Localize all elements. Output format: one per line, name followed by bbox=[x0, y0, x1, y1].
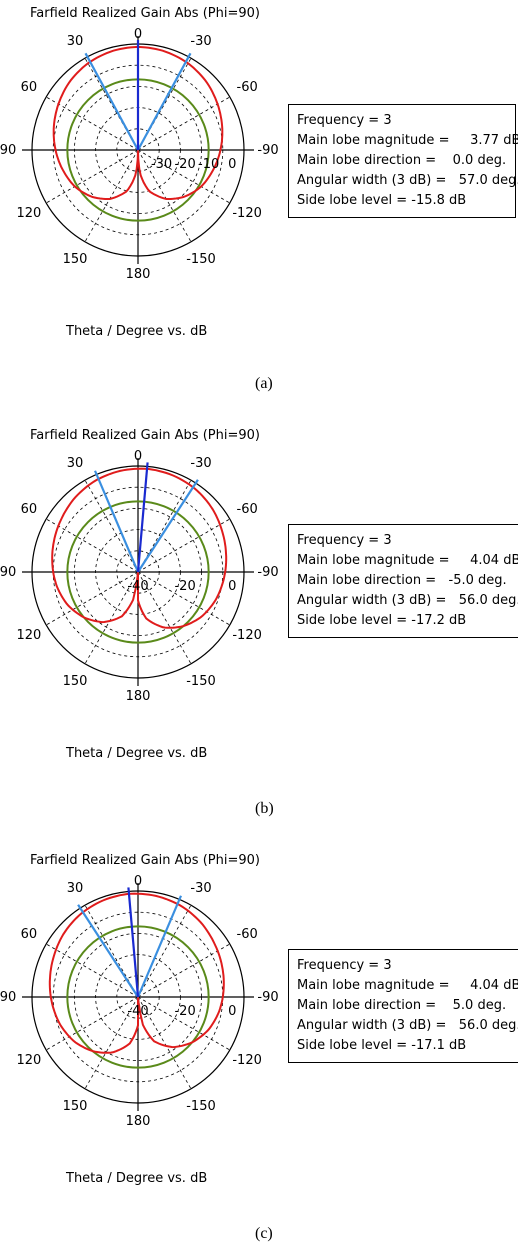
angle-tick-label: 150 bbox=[63, 252, 88, 267]
angle-tick-label: -30 bbox=[190, 881, 211, 896]
grid-spoke bbox=[84, 149, 139, 242]
angle-tick-label: -150 bbox=[186, 674, 216, 689]
angle-tick-label: 180 bbox=[126, 1114, 151, 1129]
radial-tick-label: -40 bbox=[127, 1004, 148, 1019]
info-line: Angular width (3 dB) = 56.0 deg. bbox=[297, 1018, 518, 1033]
angle-tick-label: 30 bbox=[67, 881, 84, 896]
gain-pattern-curve bbox=[51, 467, 228, 629]
angle-tick-label: 60 bbox=[21, 502, 38, 517]
angle-tick-label: 0 bbox=[134, 27, 142, 42]
beamwidth-line bbox=[137, 479, 199, 573]
axis-label: Theta / Degree vs. dB bbox=[66, 1171, 208, 1186]
beamwidth-line bbox=[136, 895, 182, 998]
angle-tick-label: 180 bbox=[126, 689, 151, 704]
radial-tick-label: -30 bbox=[151, 157, 172, 172]
figure-caption: (b) bbox=[255, 800, 274, 817]
angle-tick-label: 120 bbox=[16, 1053, 41, 1068]
info-line: Angular width (3 dB) = 56.0 deg. bbox=[297, 593, 518, 608]
info-line: Main lobe magnitude = 4.04 dB bbox=[297, 978, 518, 993]
info-box: Frequency = 3 Main lobe magnitude = 4.04… bbox=[288, 524, 518, 638]
angle-tick-label: -120 bbox=[232, 628, 262, 643]
info-line: Main lobe magnitude = 4.04 dB bbox=[297, 553, 518, 568]
grid-spoke bbox=[46, 571, 139, 626]
info-line: Side lobe level = -15.8 dB bbox=[297, 193, 467, 208]
info-box: Frequency = 3 Main lobe magnitude = 4.04… bbox=[288, 949, 518, 1063]
chart-title: Farfield Realized Gain Abs (Phi=90) bbox=[30, 6, 260, 21]
angle-tick-label: 90 bbox=[0, 143, 16, 158]
angle-tick-label: 60 bbox=[21, 80, 38, 95]
reference-pattern-circle bbox=[66, 925, 210, 1069]
info-line: Main lobe magnitude = 3.77 dB bbox=[297, 133, 518, 148]
angle-tick-label: 30 bbox=[67, 456, 84, 471]
polar-plot: 0 30 60 90 120 150 180 -150 -120 -90 -60 -30 -40 -20 0 bbox=[0, 449, 279, 704]
info-line: Main lobe direction = 5.0 deg. bbox=[297, 998, 507, 1013]
reference-pattern-circle bbox=[66, 500, 210, 644]
info-line: Main lobe direction = 0.0 deg. bbox=[297, 153, 507, 168]
figure-caption: (a) bbox=[255, 375, 273, 392]
info-line: Side lobe level = -17.1 dB bbox=[297, 1038, 467, 1053]
main-lobe-line bbox=[127, 887, 140, 998]
grid-spoke bbox=[84, 480, 139, 573]
angle-tick-label: 180 bbox=[126, 267, 151, 282]
radial-tick-label: -20 bbox=[174, 157, 195, 172]
radial-tick-label: 0 bbox=[228, 157, 236, 172]
angle-tick-label: 90 bbox=[0, 990, 16, 1005]
angle-tick-label: -150 bbox=[186, 1099, 216, 1114]
gain-pattern-curve bbox=[48, 892, 225, 1054]
angle-tick-label: -120 bbox=[232, 1053, 262, 1068]
angle-tick-label: 0 bbox=[134, 449, 142, 464]
grid-spoke bbox=[137, 518, 230, 573]
beamwidth-line bbox=[94, 470, 140, 573]
main-lobe-line bbox=[136, 462, 149, 573]
grid-spoke bbox=[137, 905, 192, 998]
info-line: Frequency = 3 bbox=[297, 958, 392, 973]
axis-label: Theta / Degree vs. dB bbox=[66, 324, 208, 339]
figure-caption: (c) bbox=[255, 1225, 273, 1242]
angle-tick-label: -60 bbox=[237, 927, 258, 942]
angle-tick-label: 90 bbox=[0, 565, 16, 580]
beamwidth-line bbox=[137, 52, 192, 151]
angle-tick-label: -30 bbox=[190, 456, 211, 471]
angle-tick-label: -60 bbox=[237, 80, 258, 95]
angle-tick-label: -150 bbox=[186, 252, 216, 267]
chart-title: Farfield Realized Gain Abs (Phi=90) bbox=[30, 428, 260, 443]
angle-tick-label: -90 bbox=[257, 990, 278, 1005]
info-line: Frequency = 3 bbox=[297, 533, 392, 548]
polar-plot: 0 30 60 90 120 150 180 -150 -120 -90 -60 -30 -40 -20 0 bbox=[0, 874, 279, 1129]
grid-spoke bbox=[137, 943, 230, 998]
radial-tick-label: -20 bbox=[174, 579, 195, 594]
angle-tick-label: 120 bbox=[16, 628, 41, 643]
angle-tick-label: 30 bbox=[67, 34, 84, 49]
info-line: Side lobe level = -17.2 dB bbox=[297, 613, 467, 628]
angle-tick-label: -90 bbox=[257, 143, 278, 158]
angle-tick-label: 150 bbox=[63, 1099, 88, 1114]
info-line: Frequency = 3 bbox=[297, 113, 392, 128]
radial-tick-label: 0 bbox=[228, 579, 236, 594]
radial-tick-label: -40 bbox=[127, 579, 148, 594]
radial-tick-label: 0 bbox=[228, 1004, 236, 1019]
angle-tick-label: 150 bbox=[63, 674, 88, 689]
angle-tick-label: -60 bbox=[237, 502, 258, 517]
angle-tick-label: -30 bbox=[190, 34, 211, 49]
grid-spoke bbox=[46, 518, 139, 573]
chart-title: Farfield Realized Gain Abs (Phi=90) bbox=[30, 853, 260, 868]
axis-label: Theta / Degree vs. dB bbox=[66, 746, 208, 761]
angle-tick-label: 120 bbox=[16, 206, 41, 221]
beamwidth-line bbox=[84, 52, 139, 151]
grid-spoke bbox=[46, 943, 139, 998]
info-line: Main lobe direction = -5.0 deg. bbox=[297, 573, 507, 588]
radial-tick-label: -20 bbox=[174, 1004, 195, 1019]
grid-spoke bbox=[46, 149, 139, 204]
angle-tick-label: 60 bbox=[21, 927, 38, 942]
angle-tick-label: -120 bbox=[232, 206, 262, 221]
angle-tick-label: 0 bbox=[134, 874, 142, 889]
info-box: Frequency = 3 Main lobe magnitude = 3.77… bbox=[288, 104, 518, 218]
info-line: Angular width (3 dB) = 57.0 deg. bbox=[297, 173, 518, 188]
radial-tick-label: -10 bbox=[198, 157, 219, 172]
angle-tick-label: -90 bbox=[257, 565, 278, 580]
beamwidth-line bbox=[77, 904, 139, 998]
